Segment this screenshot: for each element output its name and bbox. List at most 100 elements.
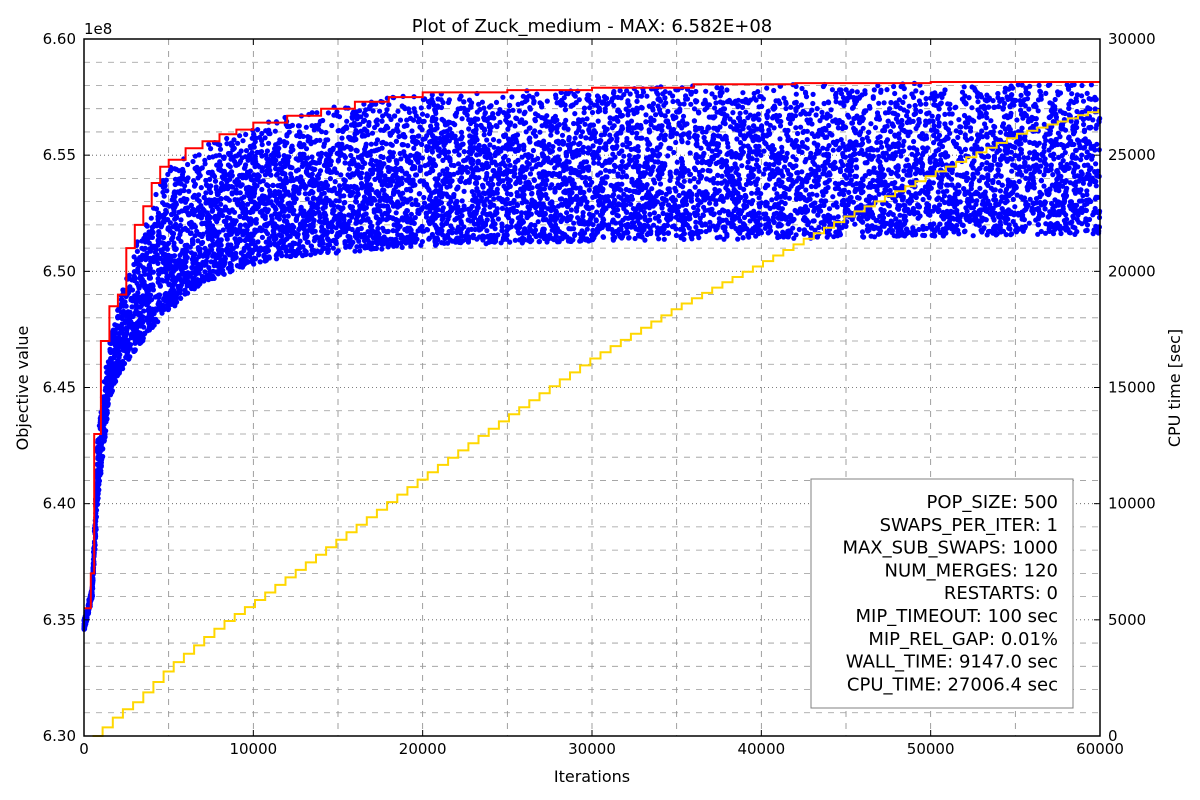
scatter-point	[270, 223, 277, 229]
scatter-point	[657, 181, 664, 187]
scatter-point	[314, 110, 320, 116]
scatter-point	[186, 188, 192, 194]
scatter-point	[496, 138, 502, 144]
scatter-point	[185, 161, 191, 168]
scatter-point	[405, 143, 411, 149]
scatter-point	[741, 214, 748, 221]
scatter-point	[481, 105, 487, 111]
scatter-point	[348, 122, 354, 128]
scatter-point	[865, 223, 871, 229]
scatter-point	[814, 106, 820, 112]
scatter-point	[937, 221, 943, 227]
scatter-point	[897, 212, 903, 218]
scatter-point	[703, 228, 709, 235]
scatter-point	[341, 200, 347, 206]
scatter-point	[164, 188, 170, 194]
scatter-point	[1018, 107, 1024, 113]
scatter-point	[953, 104, 959, 110]
scatter-point	[1080, 98, 1087, 104]
scatter-point	[1038, 228, 1044, 235]
scatter-point	[661, 236, 667, 242]
scatter-point	[540, 201, 546, 207]
scatter-point	[983, 166, 989, 172]
scatter-point	[591, 160, 597, 166]
scatter-point	[673, 188, 679, 194]
scatter-point	[962, 228, 968, 234]
scatter-point	[1084, 188, 1090, 194]
scatter-point	[1009, 168, 1015, 174]
scatter-point	[303, 183, 309, 190]
scatter-point	[1015, 165, 1022, 172]
scatter-point	[243, 148, 250, 154]
scatter-point	[935, 113, 942, 119]
scatter-point	[459, 198, 465, 204]
scatter-point	[793, 125, 799, 131]
scatter-point	[680, 113, 687, 119]
scatter-point	[571, 226, 577, 232]
scatter-point	[584, 226, 590, 232]
scatter-point	[970, 233, 976, 239]
scatter-point	[527, 171, 534, 177]
scatter-point	[297, 244, 303, 251]
scatter-point	[332, 179, 338, 185]
scatter-point	[1023, 206, 1029, 212]
scatter-point	[384, 107, 390, 113]
scatter-point	[854, 89, 860, 95]
scatter-point	[546, 141, 552, 148]
scatter-point	[884, 87, 890, 93]
scatter-point	[913, 88, 919, 94]
scatter-point	[1058, 230, 1064, 237]
scatter-point	[717, 234, 723, 240]
scatter-point	[325, 249, 331, 255]
scatter-point	[303, 124, 309, 130]
scatter-point	[988, 118, 994, 124]
scatter-point	[868, 233, 874, 239]
scatter-point	[693, 224, 699, 230]
scatter-point	[656, 236, 662, 242]
scatter-point	[505, 157, 512, 163]
scatter-point	[464, 164, 470, 170]
scatter-point	[557, 146, 563, 152]
scatter-point	[421, 194, 427, 201]
scatter-point	[792, 207, 798, 214]
scatter-point	[611, 168, 617, 174]
scatter-point	[572, 111, 578, 117]
scatter-point	[421, 182, 427, 188]
scatter-point	[157, 283, 163, 289]
scatter-point	[282, 143, 288, 149]
scatter-point	[1069, 91, 1075, 97]
scatter-point	[864, 135, 870, 141]
scatter-point	[771, 186, 778, 192]
scatter-point	[1037, 194, 1043, 200]
scatter-point	[737, 110, 743, 116]
scatter-point	[821, 152, 827, 158]
scatter-point	[719, 173, 725, 179]
scatter-point	[1027, 196, 1033, 202]
scatter-point	[803, 94, 810, 100]
scatter-point	[1087, 181, 1093, 187]
scatter-point	[1026, 106, 1032, 112]
scatter-point	[379, 246, 385, 252]
scatter-point	[590, 143, 596, 149]
scatter-point	[1013, 97, 1019, 104]
scatter-point	[393, 168, 399, 174]
scatter-point	[1035, 231, 1041, 237]
scatter-point	[911, 111, 917, 118]
scatter-point	[671, 149, 677, 156]
scatter-point	[644, 93, 650, 99]
scatter-point	[895, 165, 901, 171]
scatter-point	[826, 206, 833, 212]
scatter-point	[758, 152, 764, 158]
scatter-point	[572, 135, 578, 141]
scatter-point	[793, 91, 799, 97]
scatter-point	[647, 211, 653, 217]
scatter-point	[655, 96, 661, 102]
scatter-point	[1066, 229, 1072, 235]
scatter-point	[801, 128, 807, 134]
scatter-point	[978, 146, 985, 152]
scatter-point	[421, 118, 427, 124]
scatter-point	[610, 237, 617, 243]
scatter-point	[900, 99, 906, 105]
scatter-point	[985, 97, 992, 103]
scatter-point	[301, 142, 307, 148]
